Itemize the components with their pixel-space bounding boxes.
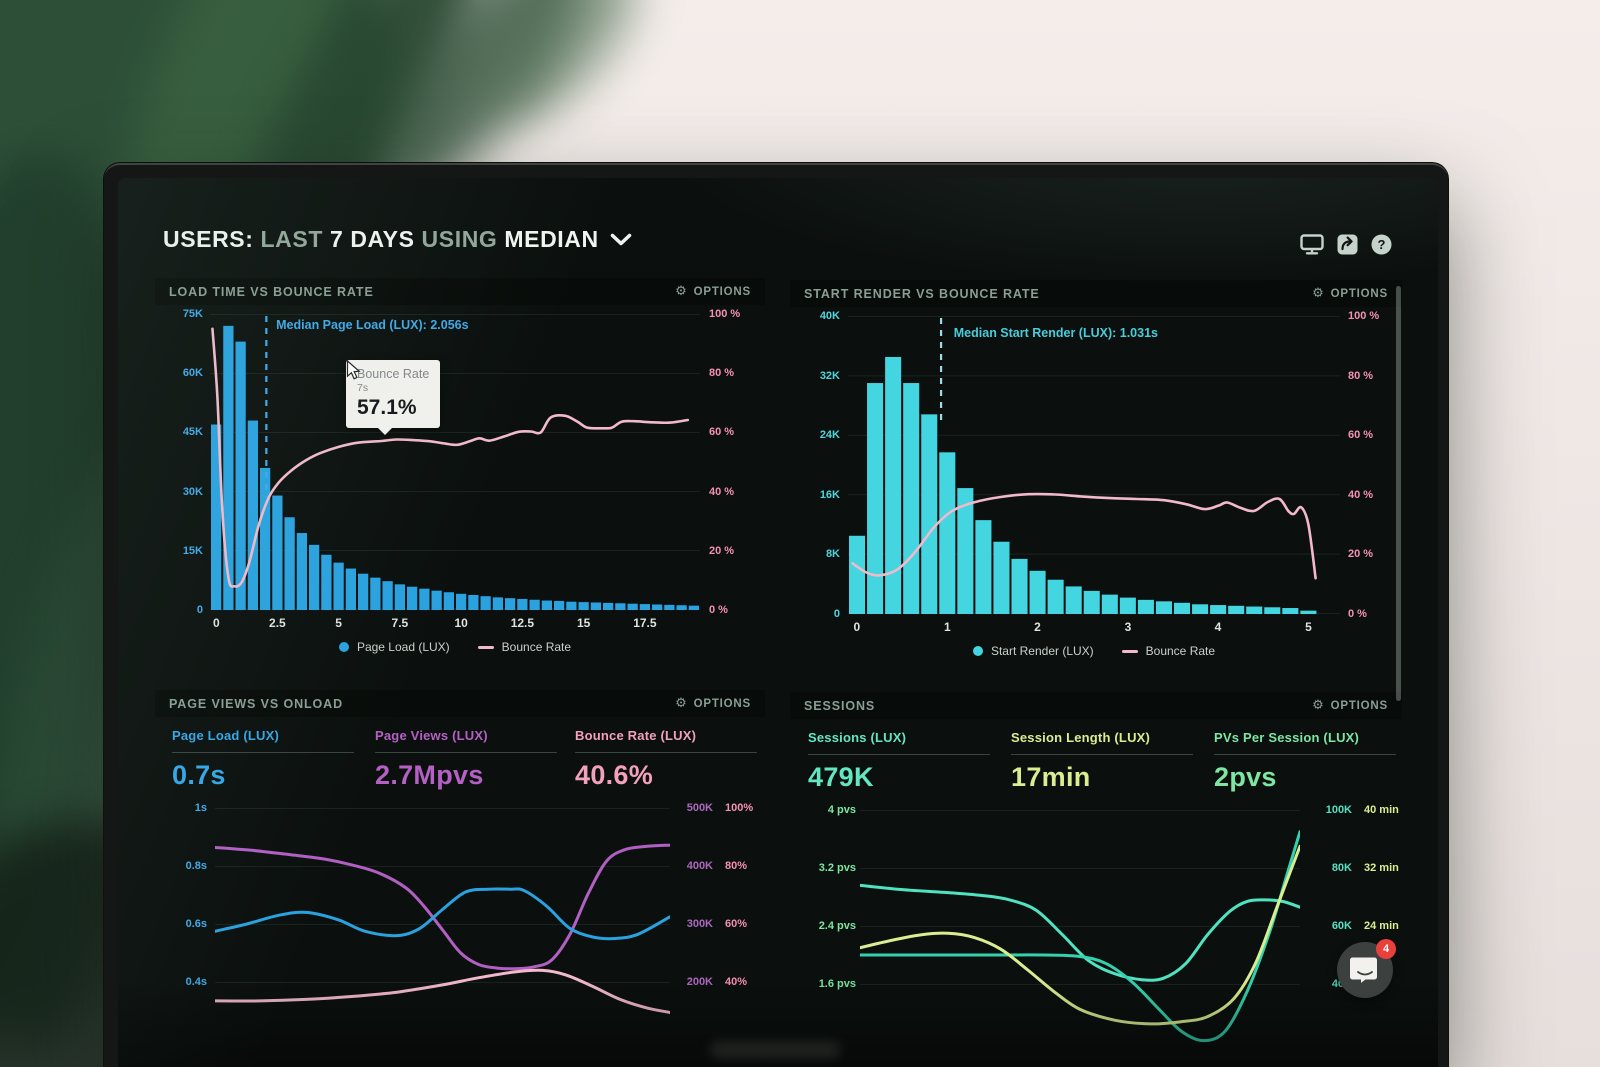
panel-title: LOAD TIME VS BOUNCE RATE xyxy=(169,284,374,299)
panel-header: START RENDER VS BOUNCE RATE ⚙ OPTIONS xyxy=(790,280,1402,307)
chart-legend: Page Load (LUX) Bounce Rate xyxy=(210,638,700,656)
metric-underline xyxy=(1214,754,1396,755)
notification-badge: 4 xyxy=(1376,939,1396,959)
cursor-icon xyxy=(346,360,361,380)
start-render-chart[interactable]: Median Start Render (LUX): 1.031s xyxy=(848,316,1340,614)
tooltip-value: 57.1% xyxy=(357,396,417,419)
y-axis-right: 100 % 80 % 60 % 40 % 20 % 0 % xyxy=(1348,310,1380,620)
panel-start-render-vs-bounce-rate: START RENDER VS BOUNCE RATE ⚙ OPTIONS 40… xyxy=(790,280,1402,678)
metric-bounce-rate: Bounce Rate (LUX) 40.6% xyxy=(575,728,757,791)
tooltip-series: Bounce Rate xyxy=(357,367,430,381)
median-annotation: Median Page Load (LUX): 2.056s xyxy=(276,318,469,332)
scrollbar[interactable] xyxy=(1396,286,1401,701)
y-axis-left: 1s 0.8s 0.6s 0.4s xyxy=(185,802,207,988)
chart-tooltip: Bounce Rate 7s 57.1% xyxy=(346,360,441,435)
gear-icon: ⚙ xyxy=(1312,698,1325,713)
y-axis-right: 100 % 80 % 60 % 40 % 20 % 0 % xyxy=(709,308,741,616)
options-button[interactable]: ⚙ OPTIONS xyxy=(1312,699,1388,712)
y-axis-right-length: 40 min 32 min 24 min xyxy=(1364,804,1399,932)
metric-page-load: Page Load (LUX) 0.7s xyxy=(172,728,354,791)
chevron-down-icon[interactable] xyxy=(610,233,632,246)
metric-underline xyxy=(808,754,990,755)
gear-icon: ⚙ xyxy=(675,696,688,711)
panel-header: PAGE VIEWS VS ONLOAD ⚙ OPTIONS xyxy=(155,690,765,717)
dashboard-header[interactable]: USERS: LAST 7 DAYS USING MEDIAN xyxy=(163,222,632,256)
svg-text:?: ? xyxy=(1378,237,1386,252)
options-label: OPTIONS xyxy=(1330,287,1388,300)
x-axis: 0 2.5 5 7.5 10 12.5 15 17.5 xyxy=(213,616,657,630)
dashboard-screen: USERS: LAST 7 DAYS USING MEDIAN ? xyxy=(118,178,1438,1067)
pageviews-onload-chart[interactable] xyxy=(215,802,670,1064)
y-axis-left: 40K 32K 24K 16K 8K 0 xyxy=(819,310,840,620)
options-button[interactable]: ⚙ OPTIONS xyxy=(675,697,751,710)
legend-dot-swatch xyxy=(972,646,983,656)
panel-header: SESSIONS ⚙ OPTIONS xyxy=(790,692,1402,719)
chat-bubble-icon xyxy=(1350,957,1377,983)
gear-icon: ⚙ xyxy=(675,284,688,299)
metric-pvs-per-session: PVs Per Session (LUX) 2pvs xyxy=(1214,730,1396,793)
legend-item[interactable]: Bounce Rate xyxy=(477,640,571,654)
legend-dot-swatch xyxy=(338,642,349,652)
options-button[interactable]: ⚙ OPTIONS xyxy=(1312,287,1388,300)
header-toolbar: ? xyxy=(1300,234,1392,255)
metric-sessions: Sessions (LUX) 479K xyxy=(808,730,990,793)
panel-title: PAGE VIEWS VS ONLOAD xyxy=(169,696,344,711)
options-label: OPTIONS xyxy=(693,285,751,298)
panel-title: SESSIONS xyxy=(804,698,876,713)
panel-header: LOAD TIME VS BOUNCE RATE ⚙ OPTIONS xyxy=(155,278,765,305)
load-time-chart[interactable]: Median Page Load (LUX): 2.056s Bounce Ra… xyxy=(210,314,700,610)
y-axis-left: 75K 60K 45K 30K 15K 0 xyxy=(182,308,203,616)
chat-widget-button[interactable]: 4 xyxy=(1337,939,1396,998)
legend-item[interactable]: Page Load (LUX) xyxy=(338,640,450,654)
legend-line-swatch xyxy=(477,645,494,649)
options-label: OPTIONS xyxy=(1330,699,1388,712)
legend-item[interactable]: Start Render (LUX) xyxy=(972,644,1094,658)
gear-icon: ⚙ xyxy=(1312,286,1325,301)
share-icon[interactable] xyxy=(1337,234,1358,255)
bezel-logo-smudge xyxy=(710,1042,840,1058)
metric-underline xyxy=(172,752,354,753)
panel-title: START RENDER VS BOUNCE RATE xyxy=(804,286,1040,301)
legend-item[interactable]: Bounce Rate xyxy=(1121,644,1215,658)
median-annotation: Median Start Render (LUX): 1.031s xyxy=(953,326,1158,340)
metric-underline xyxy=(575,752,757,753)
metric-page-views: Page Views (LUX) 2.7Mpvs xyxy=(375,728,557,791)
options-label: OPTIONS xyxy=(693,697,751,710)
tooltip-bucket: 7s xyxy=(357,382,369,394)
legend-line-swatch xyxy=(1121,649,1138,653)
y-axis-right-sessions: 100K 80K 60K 40K xyxy=(1325,804,1352,990)
metric-underline xyxy=(1011,754,1193,755)
panel-page-views-vs-onload: PAGE VIEWS VS ONLOAD ⚙ OPTIONS Page Load… xyxy=(155,690,765,1067)
display-icon[interactable] xyxy=(1300,234,1324,255)
page-title: USERS: LAST 7 DAYS USING MEDIAN xyxy=(163,225,599,252)
y-axis-right-bounce: 100% 80% 60% 40% xyxy=(725,802,754,988)
y-axis-left: 4 pvs 3.2 pvs 2.4 pvs 1.6 pvs xyxy=(818,804,856,990)
chart-legend: Start Render (LUX) Bounce Rate xyxy=(848,642,1340,660)
x-axis: 0 1 2 3 4 5 xyxy=(853,620,1312,634)
panel-sessions: SESSIONS ⚙ OPTIONS Sessions (LUX) 479K S… xyxy=(790,692,1402,1067)
help-icon[interactable]: ? xyxy=(1371,234,1392,255)
panel-load-time-vs-bounce-rate: LOAD TIME VS BOUNCE RATE ⚙ OPTIONS 75K 6… xyxy=(155,278,765,676)
metric-session-length: Session Length (LUX) 17min xyxy=(1011,730,1193,793)
options-button[interactable]: ⚙ OPTIONS xyxy=(675,285,751,298)
metric-underline xyxy=(375,752,557,753)
sessions-chart[interactable] xyxy=(860,804,1300,1066)
y-axis-right-pageviews: 500K 400K 300K 200K xyxy=(686,802,713,988)
